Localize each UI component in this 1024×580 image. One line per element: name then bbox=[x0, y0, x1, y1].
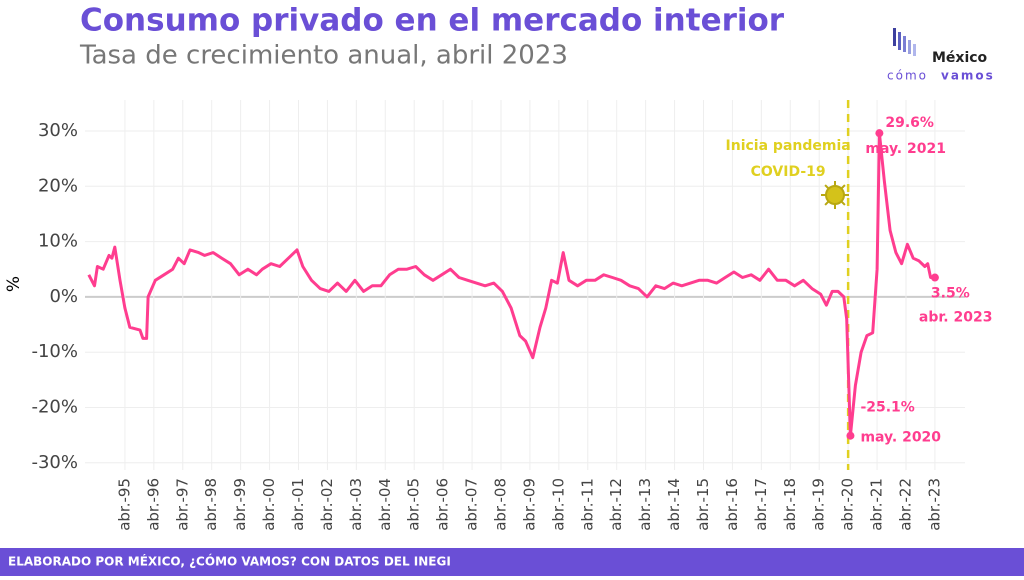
x-tick-label: abr.-09 bbox=[520, 478, 538, 531]
y-axis-label: % bbox=[4, 276, 24, 292]
y-tick-label: 30% bbox=[38, 120, 78, 141]
source: ELABORADO POR MÉXICO, ¿CÓMO VAMOS? CON D… bbox=[8, 554, 451, 569]
annotation-point bbox=[875, 129, 884, 138]
y-tick-label: 20% bbox=[38, 175, 78, 196]
x-tick-label: abr.-08 bbox=[491, 478, 509, 531]
annotation-date: abr. 2023 bbox=[919, 310, 993, 326]
x-tick-label: abr.-03 bbox=[347, 478, 365, 531]
x-tick-label: abr.-20 bbox=[839, 478, 857, 531]
x-tick-label: abr.-96 bbox=[144, 478, 162, 531]
annotation-point bbox=[846, 431, 855, 440]
y-tick-label: -30% bbox=[31, 452, 78, 473]
x-tick-label: abr.-18 bbox=[781, 478, 799, 531]
event-label: COVID-19 bbox=[751, 164, 826, 180]
virus-spike bbox=[824, 184, 830, 190]
x-tick-label: abr.-11 bbox=[578, 478, 596, 531]
logo-bar bbox=[908, 40, 911, 54]
series-line bbox=[87, 131, 935, 438]
logo-text: México bbox=[932, 50, 988, 66]
x-tick-label: abr.-22 bbox=[896, 478, 914, 531]
x-tick-label: abr.-00 bbox=[260, 478, 278, 531]
x-tick-label: abr.-02 bbox=[318, 478, 336, 531]
x-tick-label: abr.-15 bbox=[694, 478, 712, 531]
x-tick-label: abr.-23 bbox=[925, 478, 943, 531]
annotation-point bbox=[930, 273, 939, 282]
y-tick-label: -10% bbox=[31, 341, 78, 362]
logo-text: vamos bbox=[941, 69, 995, 83]
annotation-date: may. 2020 bbox=[860, 430, 941, 446]
virus-spike bbox=[824, 200, 830, 206]
x-tick-label: abr.-21 bbox=[868, 478, 886, 531]
event-label: Inicia pandemia bbox=[726, 138, 851, 154]
virus-icon bbox=[821, 181, 849, 209]
logo-bar bbox=[898, 32, 901, 50]
x-tick-label: abr.-98 bbox=[202, 478, 220, 531]
x-tick-label: abr.-12 bbox=[607, 478, 625, 531]
virus-spike bbox=[840, 184, 846, 190]
logo-bar bbox=[903, 36, 906, 52]
logo-text: cómo bbox=[887, 69, 928, 83]
y-tick-label: 0% bbox=[49, 286, 78, 307]
annotation-value: 3.5% bbox=[931, 286, 970, 302]
y-tick-label: -20% bbox=[31, 397, 78, 418]
footer-band bbox=[0, 548, 1024, 576]
x-tick-label: abr.-14 bbox=[665, 478, 683, 531]
x-tick-label: abr.-05 bbox=[405, 478, 423, 531]
x-tick-label: abr.-16 bbox=[723, 478, 741, 531]
annotation-value: -25.1% bbox=[860, 400, 914, 416]
chart-subtitle: Tasa de crecimiento anual, abril 2023 bbox=[79, 41, 568, 71]
virus-spike bbox=[840, 200, 846, 206]
x-tick-label: abr.-06 bbox=[434, 478, 452, 531]
chart-title: Consumo privado en el mercado interior bbox=[80, 3, 785, 39]
x-tick-label: abr.-17 bbox=[752, 478, 770, 531]
logo-bar bbox=[913, 44, 916, 56]
logo: México cómo vamos bbox=[887, 28, 995, 83]
y-tick-label: 10% bbox=[38, 231, 78, 252]
annotation-date: may. 2021 bbox=[865, 141, 946, 157]
x-tick-label: abr.-19 bbox=[810, 478, 828, 531]
x-tick-label: abr.-97 bbox=[173, 478, 191, 531]
x-tick-label: abr.-01 bbox=[289, 478, 307, 531]
x-tick-label: abr.-13 bbox=[636, 478, 654, 531]
x-tick-label: abr.-95 bbox=[115, 478, 133, 531]
logo-bar bbox=[893, 28, 896, 46]
annotation-value: 29.6% bbox=[885, 115, 934, 131]
virus-body bbox=[825, 185, 845, 205]
x-tick-label: abr.-10 bbox=[549, 478, 567, 531]
x-tick-label: abr.-04 bbox=[376, 478, 394, 531]
x-tick-label: abr.-99 bbox=[231, 478, 249, 531]
x-tick-label: abr.-07 bbox=[463, 478, 481, 531]
